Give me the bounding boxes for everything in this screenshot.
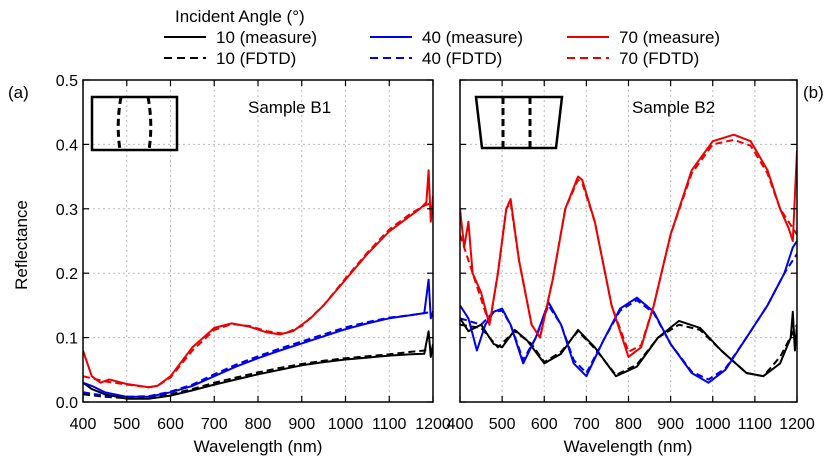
panel-a: (a) Reflectance Wavelength (nm) Sample B… [8, 73, 451, 456]
x-tick-label-b: 1100 [738, 416, 773, 433]
annotation-sample-b1: Sample B1 [248, 98, 331, 117]
series-group-b [460, 133, 797, 384]
x-tick-label-a: 1200 [415, 416, 451, 433]
x-tick-label-a: 800 [245, 416, 272, 433]
annotation-sample-b2: Sample B2 [632, 98, 715, 117]
series-line-40-measure [83, 278, 433, 398]
panel-b: (b) Wavelength (nm) Sample B2 400 500 600 7… [447, 79, 824, 456]
series-group-a [83, 169, 433, 400]
y-tick-label-a: 0.1 [56, 331, 78, 348]
x-tick-label-a: 700 [201, 416, 228, 433]
series-line-70-measure [460, 133, 797, 358]
x-tick-label-b: 800 [615, 416, 642, 433]
x-axis-label-b: Wavelength (nm) [564, 437, 693, 456]
x-tick-label-a: 600 [157, 416, 184, 433]
series-line-40-measure [460, 240, 797, 384]
legend-title: Incident Angle (°) [175, 7, 305, 26]
legend-label: 40 (measure) [422, 28, 523, 47]
series-line-10-fdtd [83, 348, 433, 400]
legend-label: 40 (FDTD) [422, 49, 502, 68]
legend-label: 70 (FDTD) [619, 49, 699, 68]
sample-b1-schematic-icon [90, 95, 179, 152]
legend-label: 10 (FDTD) [216, 49, 296, 68]
series-line-10-measure [460, 310, 797, 378]
x-tick-label-a: 1100 [372, 416, 407, 433]
y-tick-label-a: 0.5 [56, 73, 78, 90]
series-line-10-measure [83, 330, 433, 400]
x-tick-label-b: 700 [573, 416, 600, 433]
legend-label: 70 (measure) [619, 28, 720, 47]
y-tick-label-a: 0.3 [56, 202, 78, 219]
y-tick-label-a: 0.0 [56, 395, 78, 412]
legend-label: 10 (measure) [216, 28, 317, 47]
grid-a [83, 80, 433, 402]
y-axis-label: Reflectance [12, 200, 31, 290]
x-tick-label-b: 400 [447, 416, 474, 433]
series-line-70-measure [83, 169, 433, 389]
x-tick-label-a: 1000 [328, 416, 364, 433]
sample-b2-schematic-icon [474, 95, 564, 150]
x-tick-label-a: 500 [113, 416, 140, 433]
x-tick-label-a: 900 [288, 416, 315, 433]
y-tick-label-a: 0.2 [56, 266, 78, 283]
x-tick-label-b: 600 [531, 416, 558, 433]
x-tick-label-b: 1000 [695, 416, 731, 433]
x-tick-label-b: 900 [657, 416, 684, 433]
panel-label-a: (a) [8, 83, 29, 102]
x-tick-label-a: 400 [70, 416, 97, 433]
x-tick-label-b: 1200 [779, 416, 815, 433]
legend: Incident Angle (°) 10 (measure) 40 (measu… [164, 7, 720, 68]
x-tick-label-b: 500 [489, 416, 516, 433]
x-axis-label-a: Wavelength (nm) [194, 437, 323, 456]
panel-label-b: (b) [803, 83, 824, 102]
y-tick-label-a: 0.4 [56, 137, 78, 154]
